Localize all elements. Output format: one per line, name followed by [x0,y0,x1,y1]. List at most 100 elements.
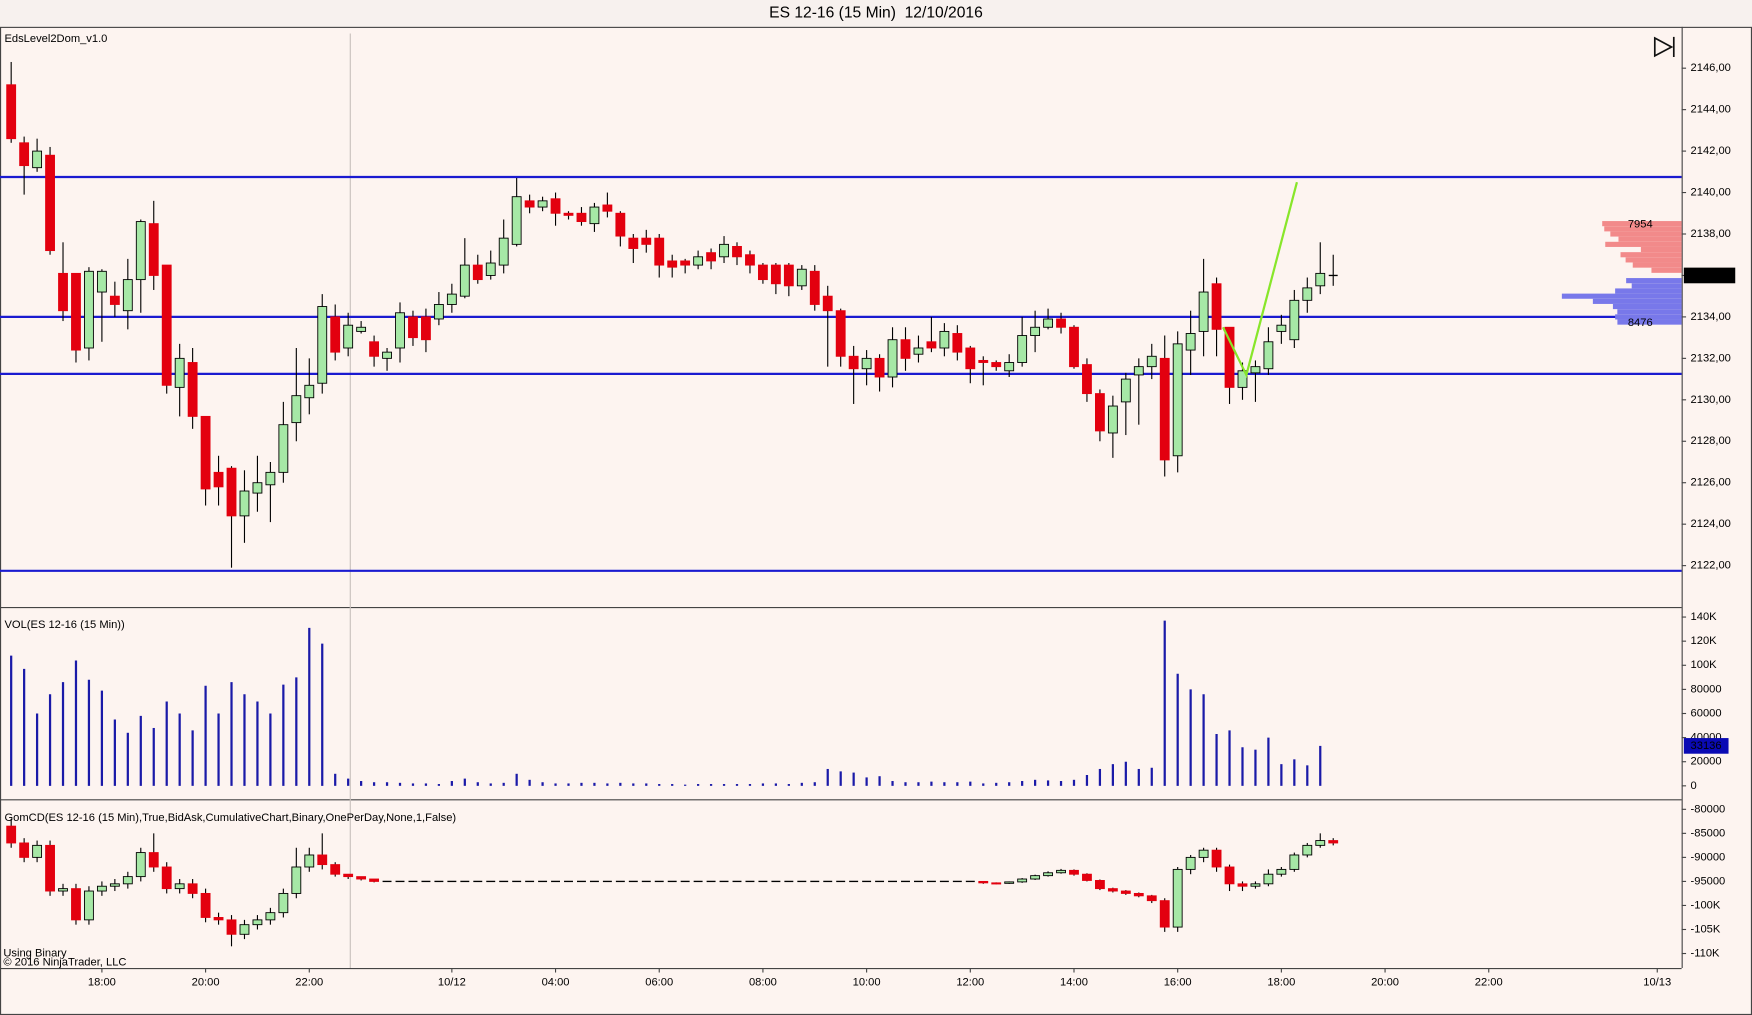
candle-body [446,293,457,305]
candle-body [1185,856,1196,870]
candle-body [1276,868,1287,875]
candle-body [758,264,768,281]
y-tick-label: -110K [1691,947,1720,959]
candle-body [109,295,120,305]
dom-bar [1626,278,1682,284]
candle-body [1017,878,1028,883]
candle-body [770,264,781,285]
candle-body [343,873,354,878]
candle-body [732,245,742,258]
x-tick-label: 10/12 [438,977,466,989]
candle-body [1250,883,1261,887]
candle-body [641,237,652,245]
x-tick-label: 10/13 [1643,977,1671,989]
dom-bar [1632,262,1682,268]
candle-body [706,252,716,262]
dom-bar [1618,236,1682,242]
candle-body [265,912,276,921]
candle-body [1315,272,1326,287]
footer-text: Using Binary [3,947,67,959]
candle-body [1017,335,1028,363]
candle-body [1172,868,1183,928]
candle-body [978,359,989,363]
candle-body [1263,341,1274,370]
candle-body [693,256,704,266]
candle-body [796,268,807,287]
window-title: ES 12-16 (15 Min) 12/10/2016 [769,5,983,22]
candle-body [174,357,185,388]
candle-body [226,467,237,517]
y-tick-label: -100K [1691,899,1721,911]
candle-body [84,890,94,921]
candle-body [822,295,833,312]
x-tick-label: 10:00 [853,977,881,989]
x-tick-label: 22:00 [1475,977,1503,989]
y-tick-label: 2126,00 [1691,477,1731,489]
candle-body [356,876,367,880]
scroll-end-button[interactable] [1653,36,1675,58]
candle-body [1159,357,1170,461]
candle-body [369,878,380,882]
y-tick-label: 120K [1691,635,1718,647]
candle-body [252,919,263,926]
candle-body [343,324,354,349]
x-tick-label: 08:00 [749,977,777,989]
candle-body [58,888,68,892]
candle-body [6,825,17,844]
y-tick-label: 2128,00 [1691,435,1731,447]
candle-body [304,854,315,868]
candle-body [1289,299,1300,341]
candle-body [1198,849,1209,858]
candle-body [135,221,146,281]
candle-body [861,357,872,370]
candle-body [71,272,81,351]
candle-body [887,339,898,378]
candle-body [615,212,626,237]
dom-bar [1610,231,1682,237]
dom-bar [1615,288,1682,294]
candle-body [952,333,963,353]
outer-frame [0,26,1752,1015]
candle-body [485,262,496,276]
candle-body [1004,881,1015,884]
candle-body [537,200,548,208]
candle-body [148,223,159,276]
candle-body [122,279,133,312]
candle-body [1224,866,1235,885]
y-tick-label: -80000 [1691,803,1726,815]
candle-body [1146,355,1157,368]
candle-body [1120,378,1131,403]
candle-body [408,316,418,339]
candle-body [58,272,68,312]
candle-body [278,892,289,914]
candle-body [602,204,613,212]
y-tick-label: 20000 [1691,756,1722,768]
candle-body [589,206,600,225]
x-tick-label: 20:00 [1371,977,1399,989]
candle-body [226,919,237,935]
candle-body [317,306,328,384]
scroll-end-arrow[interactable] [1653,36,1674,58]
candle-body [213,917,224,921]
dom-bar [1561,293,1682,299]
candle-body [550,198,561,214]
candle-body [1133,892,1144,897]
candle-body [330,316,341,353]
y-tick-label: 2132,00 [1691,352,1731,364]
candle-body [498,237,509,266]
candle-body [265,471,276,486]
x-tick-label: 22:00 [295,977,323,989]
candle-body [1095,393,1105,432]
candle-body [1289,854,1300,870]
dom-bar [1617,309,1682,315]
y-tick-label: 2124,00 [1691,518,1731,530]
candle-body [1237,370,1248,388]
candle-body [1302,844,1313,856]
candle-body [1056,869,1066,874]
candle-body [1211,283,1222,330]
candle-body [239,490,250,517]
dom-bar [1631,283,1682,289]
candle-body [1107,888,1118,892]
dom-bar [1602,221,1682,227]
